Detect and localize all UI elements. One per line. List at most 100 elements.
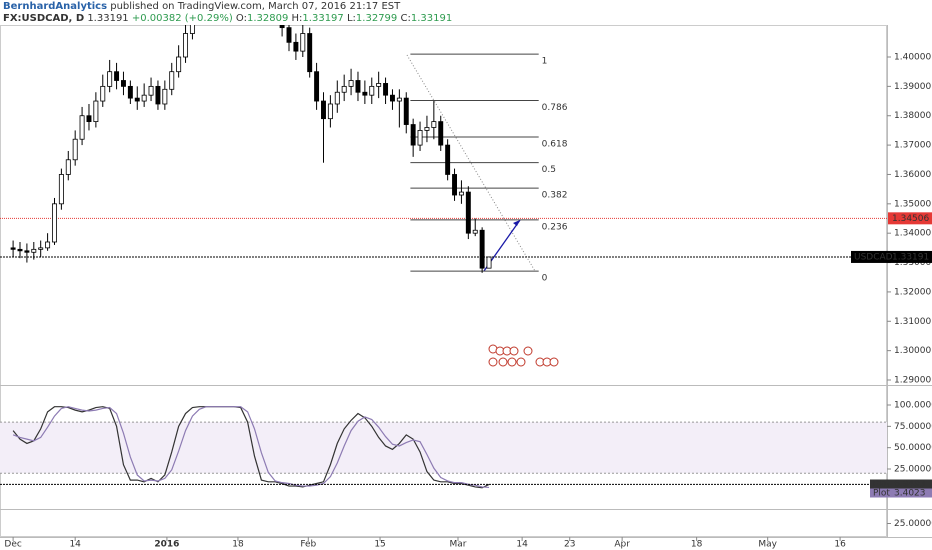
candle-body [169, 71, 175, 90]
y-tick-label: 1.29000 [894, 376, 931, 386]
candle-body [134, 97, 140, 102]
y-tick-label: 1.38000 [894, 111, 931, 121]
candle-body [141, 94, 147, 102]
plot-name: Plot [873, 480, 890, 490]
x-tick-label: May [758, 540, 777, 550]
plot-label-box [870, 488, 932, 498]
candle-body [458, 191, 464, 196]
candle-body [314, 71, 320, 102]
candle-body [431, 121, 437, 128]
candle-body [369, 85, 375, 96]
candle-body [472, 229, 478, 234]
y-tick-label: 1.36000 [894, 170, 931, 180]
candle-body [155, 85, 161, 105]
c-label: C: [400, 13, 410, 24]
x-tick-label: 18 [691, 540, 703, 550]
candle-body [410, 124, 416, 146]
candle-body [100, 85, 106, 102]
plot-label-box [870, 479, 932, 489]
oscillator-line [12, 406, 490, 489]
plot-value: 6.9493 [894, 480, 926, 490]
x-tick-label: 14 [516, 540, 528, 550]
candle-body [321, 100, 326, 120]
candle-body [176, 56, 182, 73]
fib-label: 0 [542, 274, 548, 284]
y-tick-label: 1.34000 [894, 229, 931, 239]
candle-body [479, 229, 485, 269]
header-line: BernhardAnalytics published on TradingVi… [3, 1, 401, 12]
candle-body [52, 203, 57, 243]
y-tick-label: 25.00000 [894, 519, 932, 529]
x-tick-label: Dec [4, 540, 21, 550]
candle-body [307, 33, 313, 73]
candle-body [38, 247, 44, 250]
l-label: L: [347, 13, 356, 24]
candle-body [396, 97, 402, 102]
x-tick-label: 16 [834, 540, 846, 550]
candle-body [107, 71, 113, 87]
alert-label-box [888, 212, 932, 225]
candle-body [58, 174, 64, 205]
candle-body [445, 144, 451, 175]
candle-body [355, 80, 361, 93]
last: 1.33191 [87, 13, 128, 24]
y-tick-label: 1.30000 [894, 346, 931, 356]
candle-body [127, 85, 133, 99]
y-tick-label: 75.00000 [894, 422, 932, 432]
candle-body [327, 103, 333, 120]
candle-body [79, 115, 85, 140]
candle-body [362, 91, 368, 96]
x-tick-label: 18 [232, 540, 244, 550]
y-tick-label: 25.00000 [894, 465, 932, 475]
candle-body [120, 80, 126, 87]
fib-label: 0.382 [542, 191, 568, 201]
candle-body [72, 138, 78, 161]
candle-body [465, 191, 471, 234]
symbol-label: USDCAD [854, 252, 893, 262]
y-tick-label: 100.00000 [894, 401, 932, 411]
x-tick-label: Feb [300, 540, 316, 550]
y-tick-label: 1.35000 [894, 199, 931, 209]
author[interactable]: BernhardAnalytics [3, 1, 107, 12]
candle-body [417, 130, 423, 146]
candle-body [162, 88, 168, 105]
candle-body [348, 80, 354, 87]
last-price-label: 1.33191 [892, 252, 929, 262]
fib-label: 1 [542, 57, 548, 67]
candle-body [65, 159, 71, 175]
candle-body [334, 91, 340, 105]
symbol-box [851, 250, 932, 263]
fib-label: 0.5 [542, 165, 556, 175]
y-tick-label: 1.31000 [894, 317, 931, 327]
candle-body [383, 83, 389, 96]
candle-body [86, 115, 92, 123]
candle-body [31, 248, 37, 253]
h-label: H: [292, 13, 303, 24]
candle-body [341, 85, 347, 93]
symbol-line: FX:USDCAD, D 1.33191 +0.00382 (+0.29%) O… [3, 13, 452, 24]
l: 1.32799 [356, 13, 397, 24]
y-tick-label: 1.37000 [894, 141, 931, 151]
frame [0, 25, 887, 537]
o: 1.32809 [247, 13, 288, 24]
c: 1.33191 [411, 13, 452, 24]
o-label: O: [236, 13, 247, 24]
candle-body [452, 174, 458, 196]
fib-label: 0.618 [542, 139, 568, 149]
oscillator-line [12, 406, 490, 489]
band-fill [0, 422, 887, 474]
fib-label: 0.236 [542, 222, 568, 232]
symbol: FX:USDCAD, D [3, 13, 84, 24]
y-tick-label: 1.40000 [894, 53, 931, 63]
candle-body [17, 248, 23, 252]
x-tick-label: 2016 [154, 540, 179, 550]
fib-label: 0.786 [542, 103, 568, 113]
candle-body [279, 25, 285, 29]
candle-body [403, 97, 409, 125]
change: +0.00382 (+0.29%) [132, 13, 233, 24]
candle-body [300, 33, 306, 52]
candle-body [389, 94, 395, 102]
candles [10, 25, 492, 273]
x-tick-label: 15 [374, 540, 385, 550]
